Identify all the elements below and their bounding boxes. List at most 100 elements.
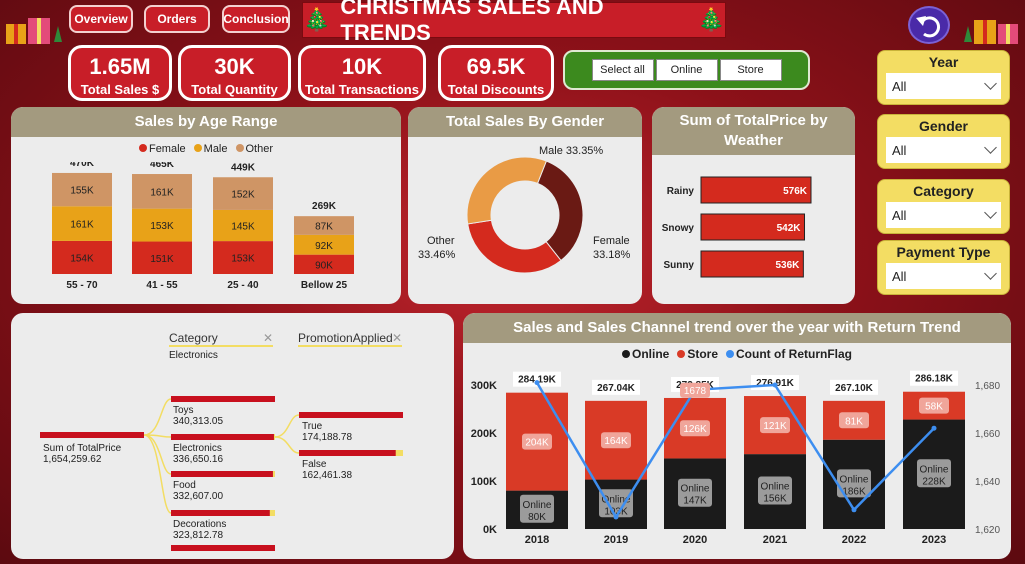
segment-label: 145K <box>231 222 255 233</box>
payment-type-dropdown[interactable]: All <box>886 263 1001 289</box>
age-bar-segment[interactable] <box>132 241 192 274</box>
age-bar-segment[interactable] <box>213 241 273 274</box>
orders-button[interactable]: Orders <box>144 5 210 33</box>
category-bar-partial[interactable] <box>171 545 275 551</box>
tree-connector <box>143 398 172 436</box>
gender-donut-chart: Male 33.35% Female 33.18% Other 33.46% <box>418 145 631 274</box>
slice-label-male: Male 33.35% <box>539 145 603 157</box>
store-label-bg <box>839 412 869 429</box>
store-button[interactable]: Store <box>719 59 782 81</box>
category-bar[interactable] <box>171 471 273 477</box>
tree-connector <box>274 414 300 438</box>
close-icon[interactable]: ✕ <box>262 331 273 345</box>
age-bar-segment[interactable] <box>213 209 273 242</box>
age-bar-segment[interactable] <box>132 174 192 209</box>
store-label-bg <box>760 417 790 434</box>
category-name: Electronics <box>173 443 222 454</box>
tree-connector <box>143 434 172 475</box>
online-label-bg <box>678 478 712 507</box>
sales-channel-slicer: Select all Online Store <box>563 50 810 90</box>
year-dropdown[interactable]: All <box>886 73 1001 99</box>
online-label-value: 186K <box>842 486 866 497</box>
online-label-value: 103K <box>604 506 628 517</box>
category-bar[interactable] <box>171 396 275 402</box>
online-label-value: 147K <box>683 496 707 507</box>
age-bar-segment[interactable] <box>52 240 112 274</box>
category-value: 323,812.78 <box>173 530 223 541</box>
weather-bar[interactable] <box>700 250 804 278</box>
return-trend-line <box>535 381 935 520</box>
page-title: CHRISTMAS SALES AND TRENDS <box>340 0 604 45</box>
donut-slice[interactable] <box>466 156 548 225</box>
total-label: 465K <box>150 162 175 170</box>
return-point[interactable] <box>534 380 540 386</box>
donut-slice[interactable] <box>467 219 562 274</box>
total-label: 269K <box>312 201 337 212</box>
gender-dropdown[interactable]: All <box>886 137 1001 163</box>
category-level-header[interactable]: Category ✕ <box>169 331 273 347</box>
store-value-label: 81K <box>845 416 863 427</box>
return-point[interactable] <box>851 507 857 513</box>
age-bar-segment[interactable] <box>213 177 273 210</box>
legend-female: Female <box>138 143 186 155</box>
total-label-bg <box>592 379 640 395</box>
y2-tick-label: 1,660 <box>975 429 1000 440</box>
promo-bar[interactable] <box>299 412 403 418</box>
age-bar-segment[interactable] <box>294 254 354 274</box>
weather-value-label: 576K <box>783 186 808 197</box>
root-bar[interactable] <box>40 432 144 438</box>
segment-label: 154K <box>70 253 94 264</box>
weather-bar[interactable] <box>700 213 806 241</box>
return-point[interactable] <box>931 425 937 431</box>
back-button[interactable] <box>908 6 950 44</box>
close-icon[interactable]: ✕ <box>391 331 402 345</box>
category-bar[interactable] <box>171 434 274 440</box>
filter-title: Year <box>928 54 959 70</box>
conclusion-button[interactable]: Conclusion <box>222 5 290 33</box>
age-bar-segment[interactable] <box>132 208 192 242</box>
age-bar-segment[interactable] <box>52 206 112 241</box>
category-label: Bellow 25 <box>301 280 348 291</box>
donut-slice[interactable] <box>536 160 584 262</box>
promotion-level-header[interactable]: PromotionApplied ✕ <box>298 331 402 347</box>
total-label: 286.18K <box>915 374 954 385</box>
category-filter: Category All <box>877 179 1010 234</box>
store-label-bg <box>919 397 949 414</box>
age-bar-segment[interactable] <box>52 172 112 207</box>
age-legend: Female Male Other <box>11 143 401 155</box>
segment-label: 161K <box>150 187 174 198</box>
age-bar-segment[interactable] <box>294 216 354 235</box>
chevron-down-icon <box>984 141 997 154</box>
promo-bar[interactable] <box>299 450 396 456</box>
return-point[interactable] <box>613 514 619 520</box>
store-value-label: 126K <box>683 424 707 435</box>
online-label-name: Online <box>920 464 949 475</box>
return-value-label: 1678 <box>684 386 707 397</box>
online-button[interactable]: Online <box>655 59 718 81</box>
weather-bar[interactable] <box>700 176 812 204</box>
promo-value: 174,188.78 <box>302 432 352 443</box>
segment-label: 87K <box>315 222 333 233</box>
year-label: 2020 <box>683 534 707 546</box>
overview-button[interactable]: Overview <box>69 5 133 33</box>
category-dropdown[interactable]: All <box>886 202 1001 228</box>
category-bar[interactable] <box>171 510 270 516</box>
store-value-label: 121K <box>763 421 787 432</box>
panel-title: Sum of TotalPrice by Weather <box>652 107 855 155</box>
online-label-name: Online <box>840 474 869 485</box>
weather-category-label: Rainy <box>667 186 695 197</box>
store-label-bg <box>680 420 710 437</box>
filter-title: Payment Type <box>896 244 991 260</box>
tree-icon-right: 🎄 <box>697 7 725 32</box>
category-value: 340,313.05 <box>173 416 223 427</box>
select-all-button[interactable]: Select all <box>591 59 654 81</box>
gift-icon-right <box>960 6 1020 48</box>
age-bar-segment[interactable] <box>294 234 354 255</box>
filter-title: Category <box>913 183 974 199</box>
store-value-label: 204K <box>525 438 549 449</box>
trend-legend: Online Store Count of ReturnFlag <box>463 347 1011 361</box>
kpi-total-sales: 1.65M Total Sales $ <box>68 45 172 101</box>
store-value-label: 164K <box>604 436 628 447</box>
root-value: 1,654,259.62 <box>43 454 102 465</box>
return-point[interactable] <box>772 382 778 388</box>
